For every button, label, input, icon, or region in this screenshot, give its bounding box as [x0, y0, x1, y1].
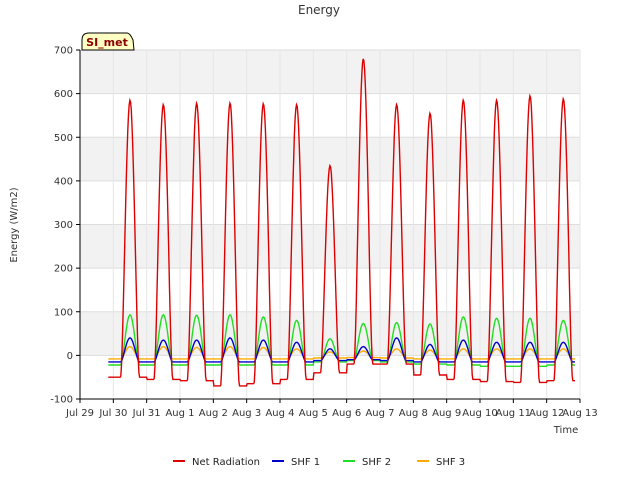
- x-tick-label: Jul 30: [98, 408, 127, 419]
- x-tick-label: Aug 13: [562, 408, 597, 419]
- x-tick-label: Aug 11: [496, 408, 531, 419]
- site-badge: SI_met: [81, 32, 135, 51]
- chart-title: Energy: [298, 3, 340, 17]
- axes: -100 0 100 200 300 400 500 600 700 Jul 29 Jul 30 Ju…: [50, 46, 597, 420]
- legend-entry: SHF 1: [291, 457, 320, 468]
- series-line-shf-2: [108, 313, 575, 367]
- x-tick-label: Aug 8: [399, 408, 428, 419]
- x-tick-label: Aug 4: [265, 408, 294, 419]
- site-badge-label: SI_met: [86, 36, 128, 49]
- x-tick-label: Jul 29: [65, 408, 94, 419]
- y-tick-label: 200: [54, 264, 73, 275]
- y-tick-label: 600: [54, 89, 73, 100]
- x-axis-title: Time: [553, 425, 578, 436]
- plot-band: [80, 355, 580, 399]
- legend: Net Radiation SHF 1 SHF 2 SHF 3: [173, 457, 465, 468]
- plot-band: [80, 50, 580, 94]
- y-tick-label: 0: [67, 351, 73, 362]
- legend-entry: Net Radiation: [192, 457, 260, 468]
- series-line-net-radiation: [108, 58, 575, 387]
- y-tick-label: 500: [54, 133, 73, 144]
- plot-band: [80, 268, 580, 312]
- series-line-shf-1: [108, 337, 575, 363]
- x-tick-label: Aug 3: [232, 408, 261, 419]
- legend-entry: SHF 3: [436, 457, 465, 468]
- x-tick-label: Aug 7: [365, 408, 394, 419]
- y-axis-title: Energy (W/m2): [9, 187, 20, 262]
- plot-band: [80, 224, 580, 269]
- x-tick-label: Aug 2: [199, 408, 228, 419]
- x-tick-label: Aug 6: [332, 408, 361, 419]
- series-line-shf-3: [108, 346, 575, 360]
- x-tick-label: Aug 5: [299, 408, 328, 419]
- y-tick-label: 100: [54, 307, 73, 318]
- y-tick-label: 700: [54, 46, 73, 57]
- plot-band: [80, 180, 580, 225]
- x-tick-label: Aug 9: [432, 408, 461, 419]
- y-tick-label: 400: [54, 176, 73, 187]
- y-tick-label: -100: [50, 395, 73, 406]
- series-layer: [108, 58, 575, 387]
- x-tick-label: Aug 12: [529, 408, 564, 419]
- y-tick-label: 300: [54, 220, 73, 231]
- plot-band: [80, 93, 580, 138]
- plot-band: [80, 137, 580, 181]
- x-tick-label: Jul 31: [132, 408, 161, 419]
- legend-entry: SHF 2: [362, 457, 391, 468]
- x-tick-label: Aug 10: [462, 408, 497, 419]
- x-tick-label: Aug 1: [165, 408, 194, 419]
